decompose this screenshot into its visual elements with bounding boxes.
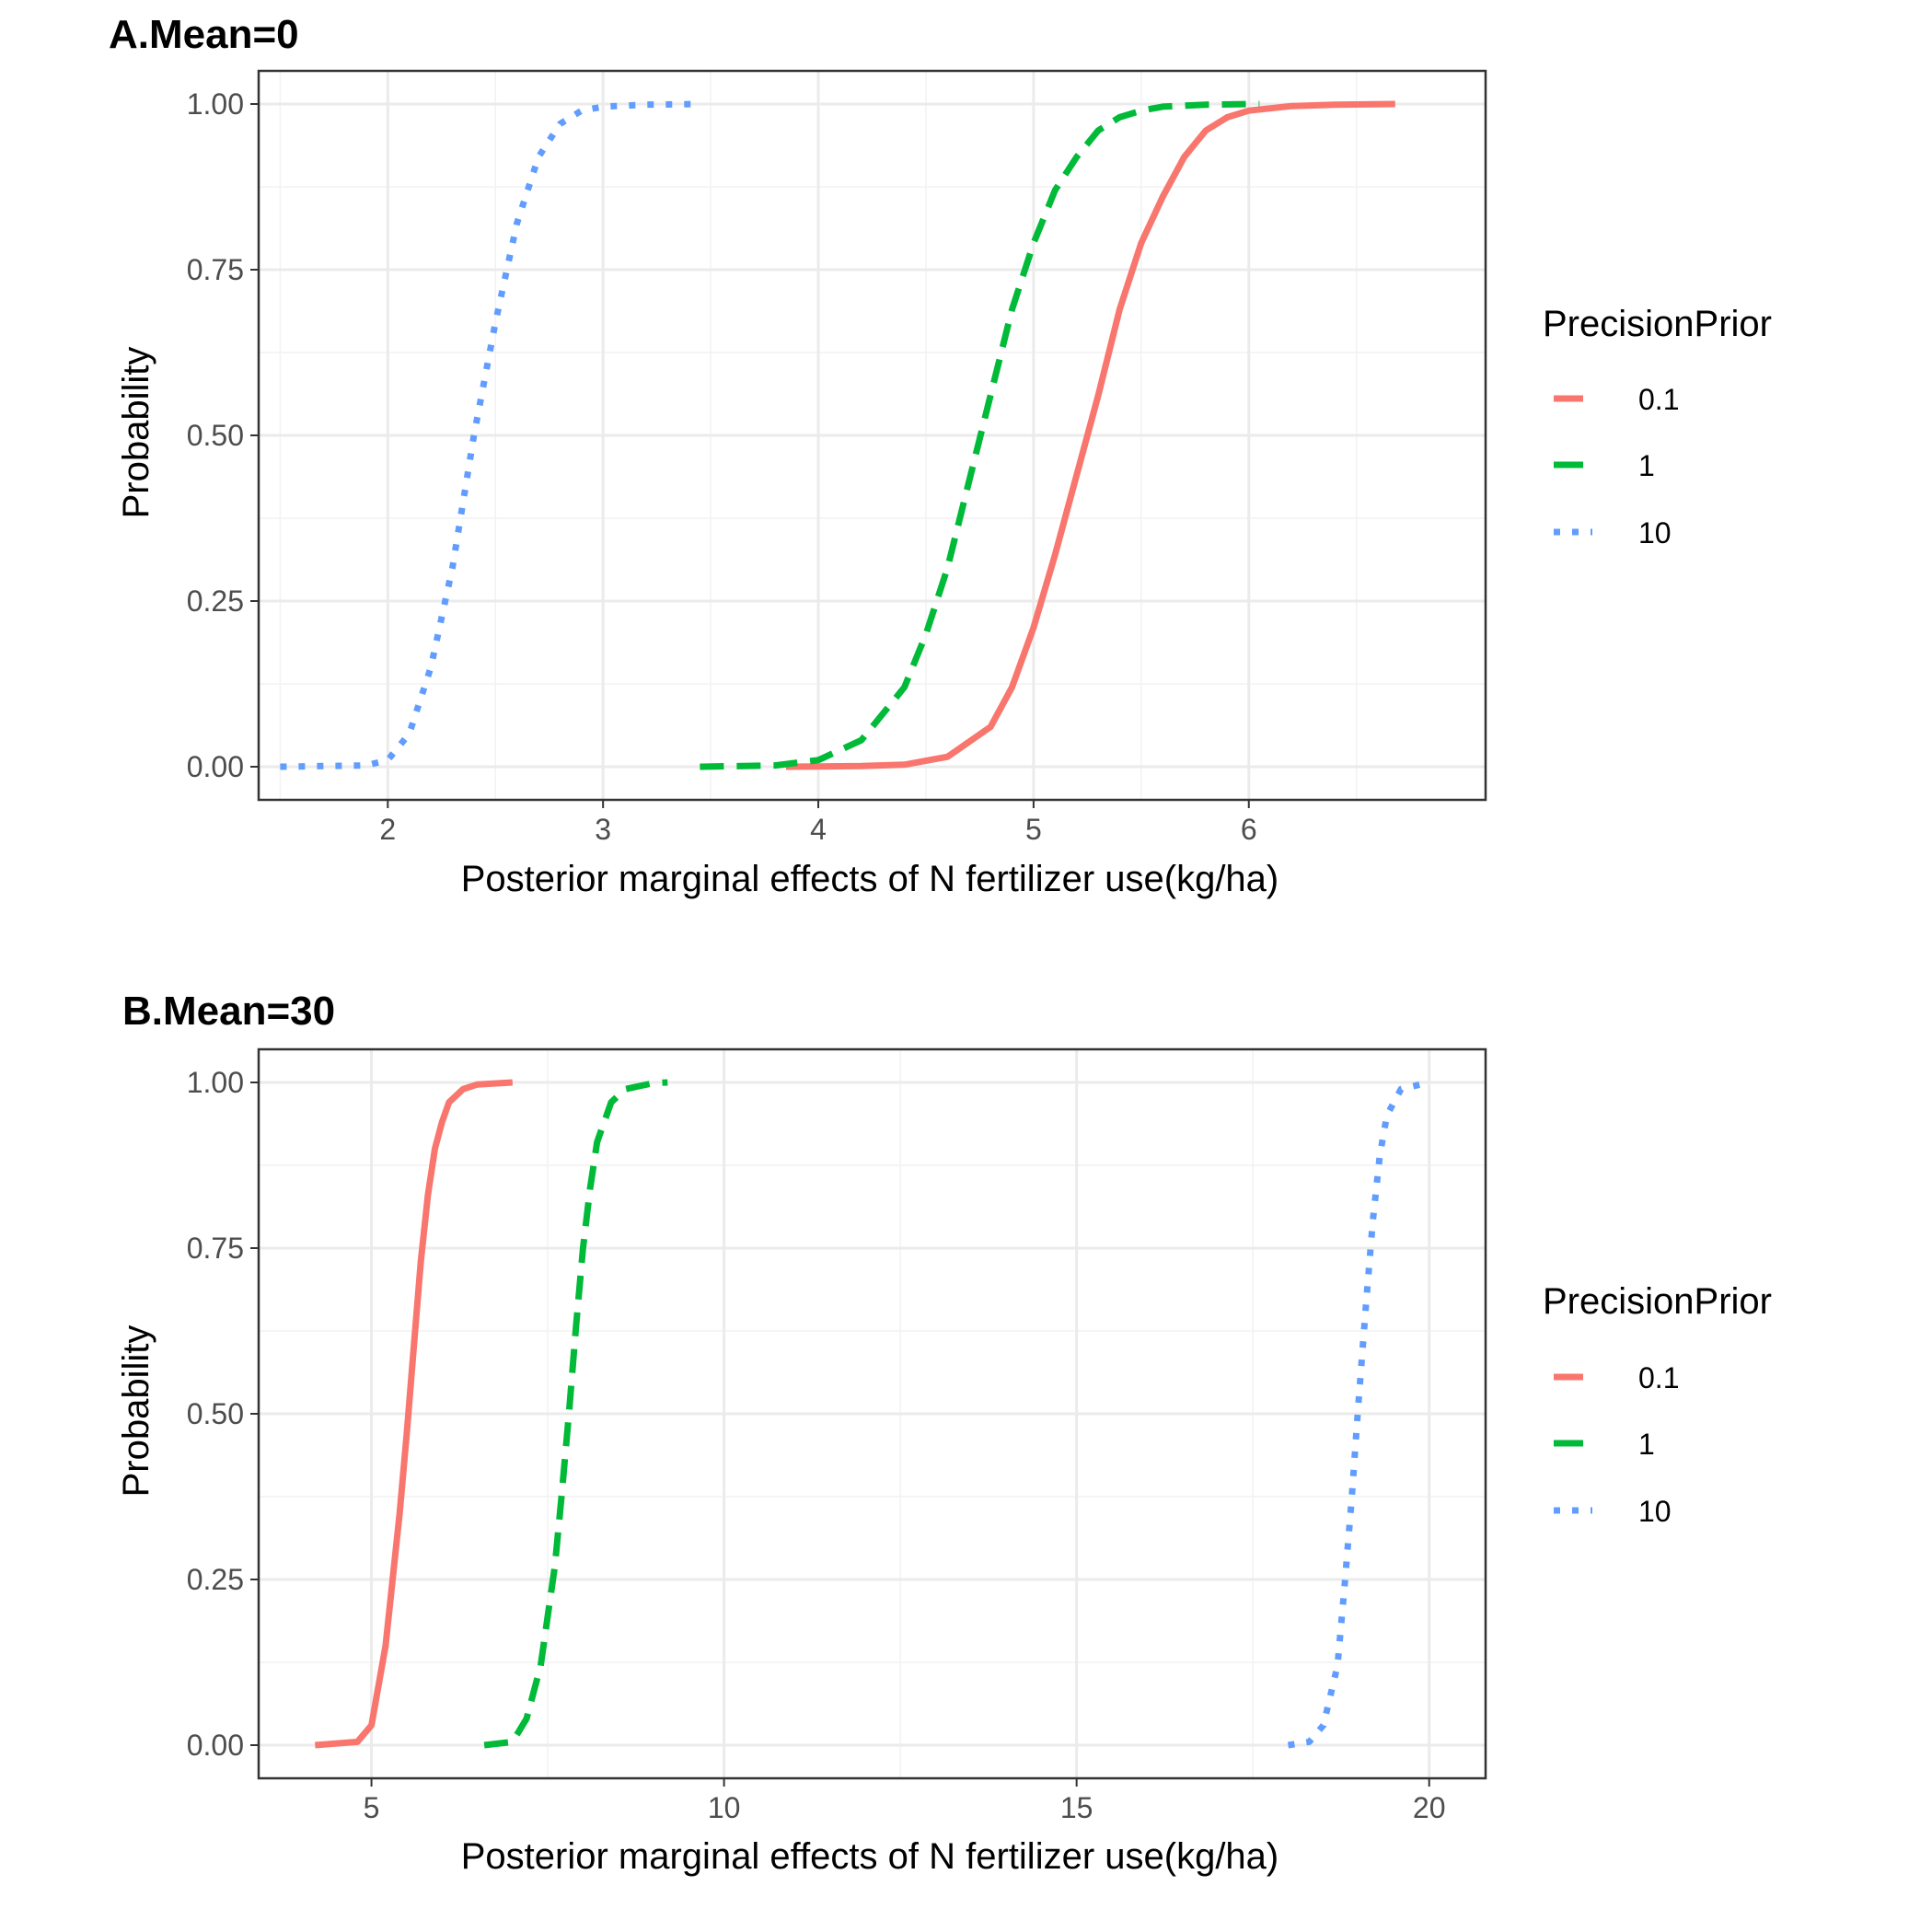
panel-a-x-tick-label: 5 <box>1025 813 1042 846</box>
panel-b-legend-label-0.1: 0.1 <box>1638 1361 1679 1394</box>
panel-b-y-tick-label: 0.50 <box>187 1397 244 1430</box>
panel-b-series-line-0.1 <box>315 1079 514 1749</box>
panel-a-x-tick-label: 3 <box>595 813 611 846</box>
panel-b-y-tick-label: 0.75 <box>187 1232 244 1265</box>
panel-b-y-axis-title: Probability <box>116 1325 156 1498</box>
panel-a-y-tick-label: 0.75 <box>187 253 244 286</box>
panel-b-legend-label-10: 10 <box>1638 1495 1672 1528</box>
panel-a-legend-label-1: 1 <box>1638 449 1655 482</box>
panel-b-series-line-10 <box>1287 1079 1430 1749</box>
panel-b-y-tick-label: 0.00 <box>187 1729 244 1762</box>
panel-a-y-tick-label: 0.00 <box>187 750 244 783</box>
panel-a-series-line-0.1 <box>785 100 1395 770</box>
panel-a-series-line-10 <box>280 100 700 770</box>
panel-a-panel-border <box>257 69 1487 802</box>
panel-a-legend-label-0.1: 0.1 <box>1638 383 1679 416</box>
panel-a-y-tick-label: 0.25 <box>187 584 244 618</box>
panel-b-x-tick-label: 10 <box>708 1791 741 1824</box>
panel-a-title: A.Mean=0 <box>109 12 299 57</box>
panel-a-legend-title: PrecisionPrior <box>1543 304 1772 344</box>
panel-b-legend-title: PrecisionPrior <box>1543 1281 1772 1322</box>
panel-a: A.Mean=0 2 3 4 5 6 0.00 0.25 0.50 0.75 1.00 Poste… <box>109 12 1772 899</box>
panel-a-y-tick-label: 0.50 <box>187 419 244 452</box>
panel-b-y-tick-label: 1.00 <box>187 1066 244 1099</box>
panel-a-legend: PrecisionPrior 0.1 1 10 <box>1543 304 1772 550</box>
panel-b-y-tick-label: 0.25 <box>187 1563 244 1596</box>
panel-a-x-tick-label: 4 <box>810 813 827 846</box>
panel-b: B.Mean=30 5 10 15 20 0.00 0.25 0.50 0.75 1.00 Po… <box>116 989 1772 1877</box>
panel-b-x-tick-label: 20 <box>1413 1791 1446 1824</box>
panel-a-series-line-1 <box>700 100 1260 770</box>
panel-b-x-tick-label: 5 <box>364 1791 380 1824</box>
panel-b-panel-border <box>257 1047 1487 1780</box>
plot-area-b: 5 10 15 20 0.00 0.25 0.50 0.75 1.00 <box>187 1047 1487 1824</box>
panel-b-series-line-1 <box>483 1079 668 1749</box>
panel-a-x-tick-label: 2 <box>379 813 396 846</box>
panel-b-title: B.Mean=30 <box>122 989 335 1034</box>
panel-a-y-tick-label: 1.00 <box>187 87 244 121</box>
panel-a-y-axis-title: Probability <box>116 347 156 519</box>
panel-b-x-tick-label: 15 <box>1060 1791 1093 1824</box>
plot-area-a: 2 3 4 5 6 0.00 0.25 0.50 0.75 1.00 <box>187 69 1487 846</box>
panel-a-legend-label-10: 10 <box>1638 516 1672 550</box>
panel-b-x-axis-title: Posterior marginal effects of N fertiliz… <box>461 1836 1279 1877</box>
panel-b-legend: PrecisionPrior 0.1 1 10 <box>1543 1281 1772 1528</box>
panel-b-legend-label-1: 1 <box>1638 1428 1655 1461</box>
panel-a-x-axis-title: Posterior marginal effects of N fertiliz… <box>461 859 1279 899</box>
panel-a-x-tick-label: 6 <box>1241 813 1257 846</box>
